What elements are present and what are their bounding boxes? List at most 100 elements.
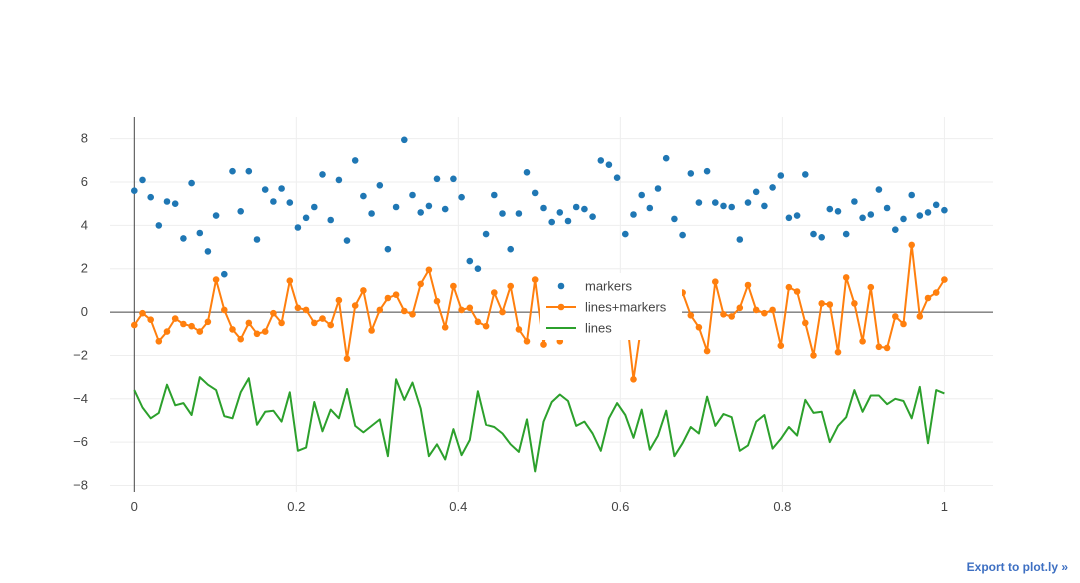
data-point — [703, 167, 711, 175]
data-point — [900, 320, 907, 328]
data-point — [826, 205, 834, 213]
data-point — [736, 304, 744, 312]
data-point — [859, 214, 866, 222]
data-point — [728, 313, 735, 320]
data-point — [916, 313, 924, 320]
data-point — [589, 213, 596, 220]
y-tick-label: −8 — [73, 477, 88, 492]
data-point — [245, 319, 253, 327]
data-point — [351, 157, 359, 164]
data-point — [834, 208, 842, 215]
data-point — [507, 245, 514, 253]
series-layer — [131, 136, 948, 473]
data-point — [319, 315, 326, 322]
data-point — [294, 304, 302, 312]
legend-marker-swatch — [557, 282, 565, 290]
data-point — [171, 315, 179, 322]
data-point — [180, 320, 187, 328]
data-point — [499, 308, 506, 316]
legend-item-lines-markers[interactable]: lines+markers — [546, 300, 667, 315]
data-point — [761, 202, 768, 210]
data-point — [892, 226, 899, 233]
data-point — [131, 321, 138, 329]
data-point — [703, 347, 711, 355]
data-point — [139, 176, 146, 184]
y-tick-label: 6 — [81, 174, 88, 189]
data-point — [908, 241, 915, 249]
data-point — [196, 328, 204, 335]
data-point — [777, 172, 785, 179]
data-point — [851, 300, 858, 307]
data-point — [286, 277, 294, 285]
data-point — [892, 313, 899, 320]
data-point — [458, 193, 465, 201]
data-point — [875, 343, 883, 351]
y-tick-label: 8 — [81, 131, 88, 146]
data-point — [221, 270, 228, 278]
data-point — [392, 203, 400, 211]
legend-item-markers[interactable]: markers — [557, 279, 633, 294]
data-point — [491, 289, 498, 296]
data-point — [744, 281, 752, 289]
data-point — [662, 154, 670, 162]
data-point — [572, 203, 580, 211]
data-point — [163, 198, 171, 205]
data-point — [441, 205, 449, 213]
data-point — [245, 167, 253, 175]
data-point — [793, 288, 801, 295]
data-point — [360, 192, 367, 200]
x-tick-label: 0.6 — [611, 499, 629, 514]
legend-item-lines[interactable]: lines — [546, 321, 612, 336]
data-point — [270, 198, 277, 205]
data-point — [883, 344, 891, 352]
x-tick-label: 0.4 — [449, 499, 467, 514]
data-point — [581, 205, 588, 213]
data-point — [785, 283, 793, 291]
data-point — [564, 217, 572, 225]
data-point — [818, 234, 825, 241]
data-point — [540, 341, 547, 348]
x-tick-label: 0 — [131, 499, 138, 514]
data-point — [769, 306, 776, 314]
data-point — [499, 210, 506, 217]
data-point — [482, 322, 490, 330]
y-tick-label: 2 — [81, 261, 88, 276]
data-point — [384, 294, 392, 302]
data-point — [507, 282, 514, 290]
data-point — [605, 161, 613, 168]
data-point — [278, 319, 285, 327]
data-point — [941, 276, 948, 283]
legend[interactable]: markers lines+markers lines — [540, 273, 682, 340]
y-tick-label: −6 — [73, 434, 88, 449]
data-point — [376, 306, 384, 314]
data-point — [515, 326, 523, 333]
data-point — [491, 191, 498, 199]
data-point — [212, 276, 220, 283]
data-point — [875, 186, 883, 193]
data-point — [712, 199, 719, 206]
data-point — [270, 309, 277, 317]
data-point — [155, 338, 163, 345]
data-point — [360, 287, 367, 294]
data-point — [818, 300, 825, 307]
data-point — [229, 167, 236, 175]
data-point — [752, 188, 760, 196]
data-point — [695, 324, 703, 331]
data-point — [597, 157, 605, 164]
x-tick-label: 0.2 — [287, 499, 305, 514]
legend-label: lines+markers — [585, 300, 667, 315]
export-to-plotly-link[interactable]: Export to plot.ly » — [966, 560, 1068, 574]
data-point — [180, 235, 187, 242]
legend-marker-swatch — [557, 303, 565, 311]
data-point — [671, 215, 678, 223]
data-point — [556, 209, 564, 216]
data-point — [401, 307, 408, 315]
data-point — [237, 335, 244, 343]
data-point — [932, 289, 940, 296]
data-point — [466, 257, 474, 265]
series-lines — [133, 376, 945, 473]
legend-label: lines — [585, 321, 612, 336]
data-point — [368, 327, 375, 334]
data-point — [425, 202, 433, 210]
y-tick-label: −2 — [73, 347, 88, 362]
